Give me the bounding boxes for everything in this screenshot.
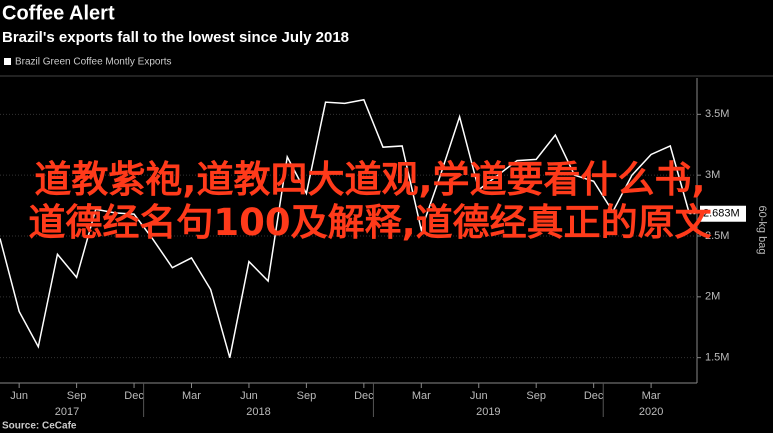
- x-tick-label: Sep: [67, 390, 87, 402]
- legend-swatch: [4, 58, 11, 65]
- overlay-text: 道教紫袍,道教四大道观,学道要看什么书,道德经名句100及解释,道德经真正的原文: [28, 158, 712, 244]
- y-axis-label: 60-kg bag: [756, 206, 768, 255]
- chart-subtitle: Brazil's exports fall to the lowest sinc…: [2, 29, 349, 46]
- chart-title: Coffee Alert: [2, 2, 115, 24]
- value-label-box: [700, 205, 746, 222]
- y-tick-label: 3M: [705, 169, 720, 181]
- series-line: [0, 98, 691, 358]
- x-tick-label: Jun: [10, 390, 28, 402]
- x-tick-label: Dec: [354, 390, 374, 402]
- x-tick-label: Dec: [584, 390, 604, 402]
- value-label: 2.683M: [703, 208, 740, 220]
- x-group-label: 2018: [246, 406, 270, 418]
- x-tick-label: Jun: [470, 390, 488, 402]
- x-tick-label: Sep: [297, 390, 317, 402]
- legend-label: Brazil Green Coffee Montly Exports: [15, 57, 172, 68]
- x-tick-label: Sep: [526, 390, 546, 402]
- x-tick-label: Dec: [124, 390, 144, 402]
- x-tick-label: Jun: [240, 390, 258, 402]
- y-tick-label: 2.5M: [705, 230, 729, 242]
- x-group-label: 2020: [639, 406, 663, 418]
- y-tick-label: 3.5M: [705, 108, 729, 120]
- x-tick-label: Mar: [412, 390, 431, 402]
- y-tick-label: 1.5M: [705, 352, 729, 364]
- source: Source: CeCafe: [2, 421, 77, 432]
- x-group-label: 2019: [476, 406, 500, 418]
- x-tick-label: Mar: [182, 390, 201, 402]
- x-group-label: 2017: [55, 406, 79, 418]
- y-tick-label: 2M: [705, 291, 720, 303]
- x-tick-label: Mar: [642, 390, 661, 402]
